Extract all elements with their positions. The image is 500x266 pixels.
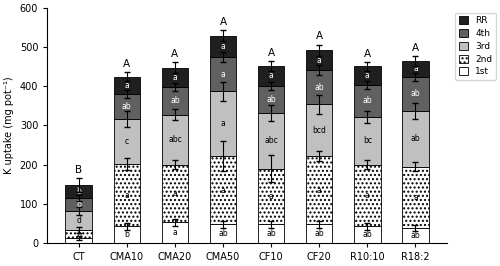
Text: abc: abc — [168, 135, 182, 144]
Text: a: a — [317, 56, 322, 65]
Bar — [402, 228, 428, 243]
Bar — [402, 77, 428, 111]
Y-axis label: K uptake (mg pot⁻¹): K uptake (mg pot⁻¹) — [4, 77, 14, 174]
Text: B: B — [75, 165, 82, 175]
Text: a: a — [172, 73, 178, 82]
Text: a: a — [220, 186, 226, 195]
Bar — [162, 222, 188, 243]
Bar — [402, 61, 428, 77]
Text: A: A — [220, 17, 226, 27]
Text: a: a — [220, 119, 226, 128]
Bar — [306, 225, 332, 243]
Bar — [210, 92, 236, 156]
Text: a: a — [317, 186, 322, 195]
Text: ab: ab — [218, 229, 228, 238]
Text: A: A — [123, 59, 130, 69]
Legend: RR, 4th, 3rd, 2nd, 1st: RR, 4th, 3rd, 2nd, 1st — [456, 13, 496, 80]
Text: A: A — [268, 48, 274, 58]
Bar — [114, 77, 140, 94]
Text: a: a — [413, 64, 418, 73]
Bar — [114, 226, 140, 243]
Text: ab: ab — [314, 229, 324, 238]
Bar — [66, 238, 92, 243]
Text: ab: ab — [410, 231, 420, 240]
Bar — [306, 104, 332, 156]
Bar — [162, 115, 188, 165]
Text: a: a — [365, 191, 370, 200]
Bar — [210, 225, 236, 243]
Bar — [258, 86, 284, 113]
Text: bc: bc — [363, 136, 372, 145]
Bar — [258, 66, 284, 86]
Bar — [210, 36, 236, 57]
Text: a: a — [220, 70, 226, 79]
Text: a: a — [172, 228, 178, 237]
Text: ab: ab — [362, 96, 372, 105]
Text: ab: ab — [362, 230, 372, 239]
Text: A: A — [412, 43, 419, 53]
Bar — [66, 198, 92, 211]
Bar — [114, 164, 140, 226]
Text: ab: ab — [266, 95, 276, 104]
Text: b: b — [76, 230, 81, 239]
Text: abc: abc — [264, 136, 278, 145]
Bar — [354, 85, 380, 117]
Text: A: A — [316, 31, 323, 41]
Bar — [66, 230, 92, 238]
Bar — [306, 50, 332, 70]
Bar — [66, 211, 92, 230]
Bar — [114, 94, 140, 119]
Bar — [402, 167, 428, 228]
Bar — [258, 225, 284, 243]
Text: ab: ab — [122, 102, 132, 111]
Text: ab: ab — [410, 89, 420, 98]
Text: a: a — [268, 192, 274, 201]
Text: a: a — [124, 81, 129, 90]
Text: b: b — [76, 200, 81, 209]
Bar — [66, 185, 92, 198]
Text: a: a — [365, 71, 370, 80]
Text: a: a — [268, 71, 274, 80]
Text: A: A — [172, 49, 178, 59]
Bar — [354, 226, 380, 243]
Bar — [354, 66, 380, 85]
Bar — [162, 165, 188, 222]
Bar — [210, 156, 236, 225]
Text: a: a — [220, 42, 226, 51]
Text: d: d — [76, 216, 81, 225]
Bar — [306, 156, 332, 225]
Text: ab: ab — [314, 83, 324, 92]
Text: bcd: bcd — [312, 126, 326, 135]
Bar — [210, 57, 236, 92]
Text: A: A — [364, 49, 371, 59]
Text: a: a — [124, 191, 129, 200]
Bar — [258, 168, 284, 225]
Text: c: c — [124, 137, 129, 146]
Text: ab: ab — [410, 134, 420, 143]
Bar — [354, 117, 380, 165]
Bar — [306, 70, 332, 104]
Bar — [162, 87, 188, 115]
Text: a: a — [413, 193, 418, 202]
Bar — [402, 111, 428, 167]
Text: ab: ab — [170, 96, 179, 105]
Text: b: b — [76, 187, 81, 196]
Bar — [354, 165, 380, 226]
Bar — [162, 68, 188, 87]
Text: a: a — [172, 189, 178, 198]
Bar — [114, 119, 140, 164]
Text: ab: ab — [266, 229, 276, 238]
Text: b: b — [124, 230, 129, 239]
Bar — [258, 113, 284, 168]
